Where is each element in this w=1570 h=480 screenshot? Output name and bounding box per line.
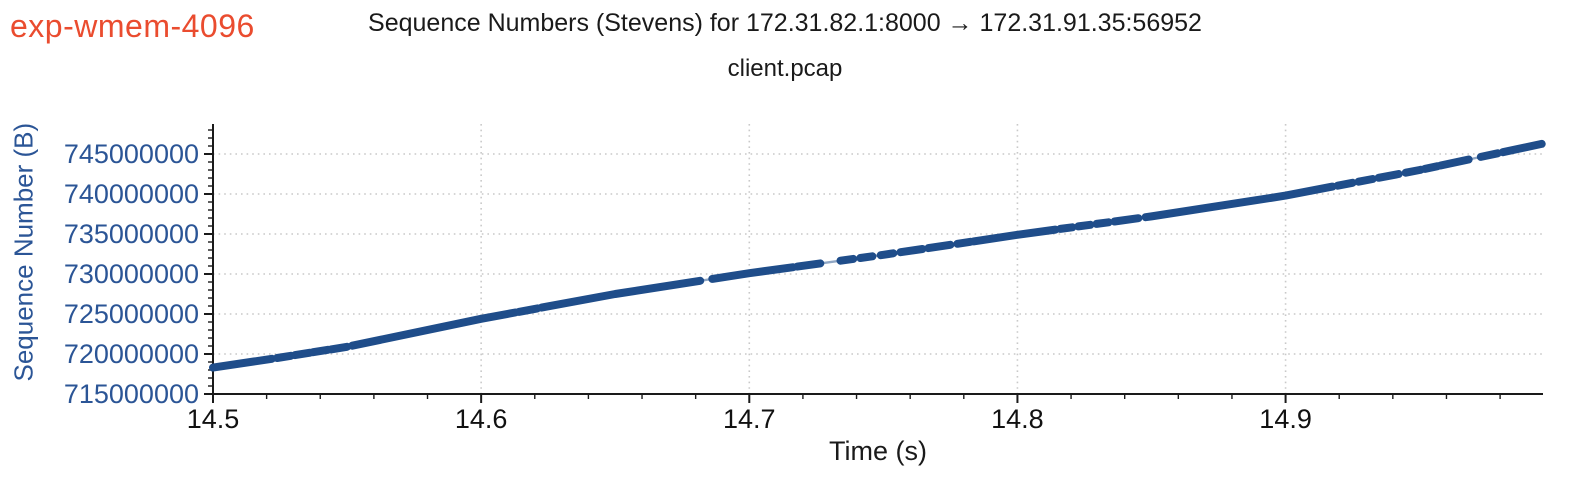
series-segment <box>1141 182 1337 222</box>
y-tick-label: 735000000 <box>64 219 199 249</box>
series-segment <box>708 263 798 283</box>
data-series-sequence-numbers <box>209 139 1546 372</box>
x-tick-label: 14.6 <box>455 404 508 434</box>
axis-ticks <box>204 129 1501 403</box>
series-segment <box>291 348 315 360</box>
x-tick-label: 14.8 <box>991 404 1044 434</box>
series-segment <box>1056 223 1077 233</box>
series-segment <box>309 345 332 357</box>
series-segment <box>327 342 352 354</box>
series-segment <box>1354 175 1377 186</box>
series-segment <box>924 240 955 253</box>
series-segment <box>537 276 705 312</box>
series-segment <box>1436 155 1473 170</box>
y-axis-label: Sequence Number (B) <box>8 122 39 382</box>
series-segment <box>209 354 276 372</box>
axis-tick-labels: 14.5 14.6 14.7 14.8 14.9 715000000 720000000 72… <box>64 139 1312 434</box>
series-segment <box>348 308 520 350</box>
experiment-label: exp-wmem-4096 <box>10 8 255 44</box>
series-segment <box>1420 162 1442 173</box>
chart-title: Sequence Numbers (Stevens) for 172.31.82… <box>368 9 1202 37</box>
series-segment <box>856 252 877 262</box>
series-segment <box>969 225 1060 246</box>
chart-subtitle: client.pcap <box>727 55 843 82</box>
x-tick-label: 14.9 <box>1259 404 1312 434</box>
series-segment <box>1401 165 1425 177</box>
series-segment <box>1476 149 1502 161</box>
series-segment <box>876 249 898 260</box>
x-tick-label: 14.5 <box>187 404 240 434</box>
y-tick-label: 740000000 <box>64 179 199 209</box>
series-segment <box>1498 139 1546 157</box>
series-segment <box>514 304 542 316</box>
y-tick-label: 725000000 <box>64 299 199 329</box>
series-segment <box>896 245 927 257</box>
series-segment <box>953 237 975 248</box>
gridlines <box>212 124 1543 395</box>
series-segment <box>1333 178 1357 190</box>
series-segment <box>836 254 858 265</box>
series-segment <box>273 351 295 362</box>
y-tick-label: 745000000 <box>64 139 199 169</box>
x-axis-label: Time (s) <box>829 436 927 466</box>
series-segment <box>1110 214 1143 226</box>
y-tick-label: 730000000 <box>64 259 199 289</box>
series-segment <box>1092 218 1113 228</box>
axis-spines <box>212 124 1543 395</box>
series-segment <box>1374 170 1403 182</box>
series-segment <box>793 259 825 271</box>
y-tick-label: 720000000 <box>64 339 199 369</box>
y-tick-label: 715000000 <box>64 379 199 409</box>
series-segment <box>1074 220 1095 231</box>
x-tick-label: 14.7 <box>723 404 776 434</box>
